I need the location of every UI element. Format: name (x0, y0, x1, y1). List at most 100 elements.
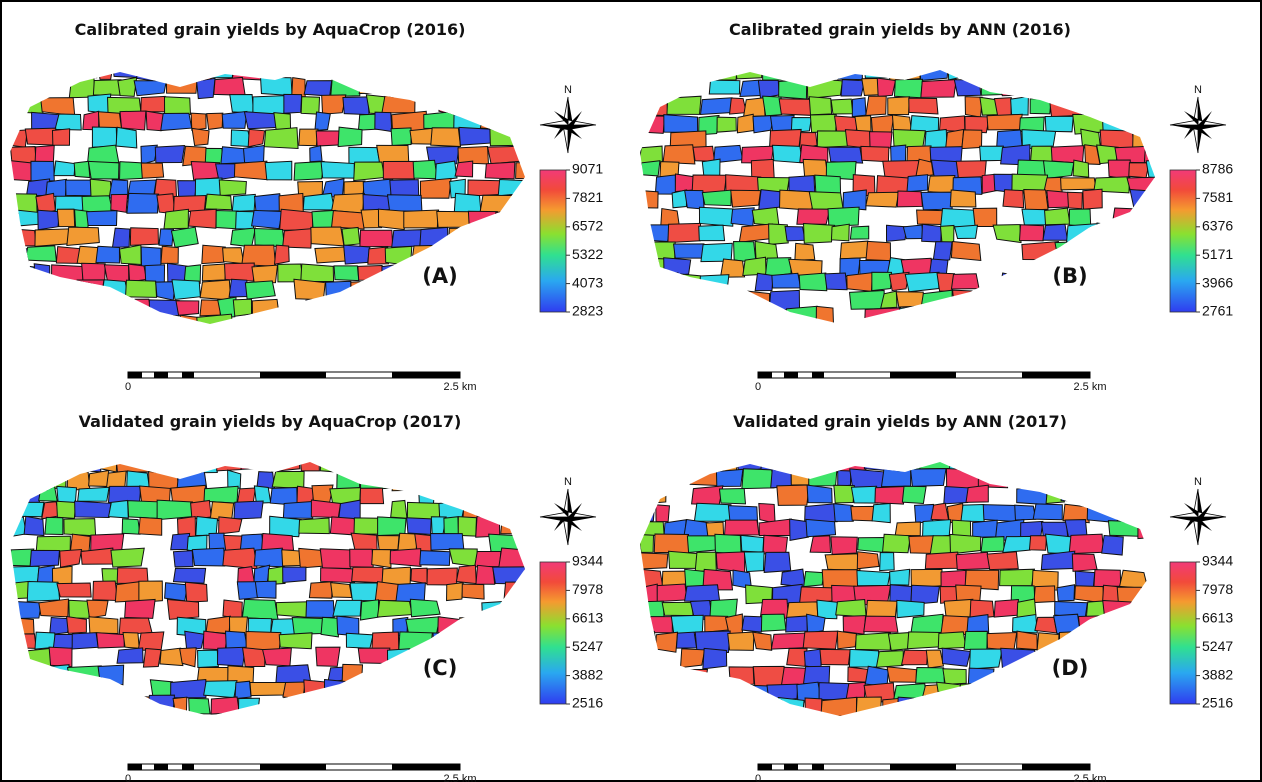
parcel (751, 685, 769, 701)
parcel (1076, 716, 1098, 734)
parcel (939, 116, 964, 131)
parcel (1109, 290, 1142, 311)
parcel (504, 582, 533, 602)
parcel (75, 501, 111, 517)
parcel (1059, 632, 1078, 651)
parcel (57, 583, 91, 597)
north-arrow (540, 489, 596, 545)
parcel (980, 146, 1004, 161)
parcel (638, 325, 656, 344)
parcel (857, 571, 890, 586)
parcel (304, 81, 331, 96)
parcel (87, 696, 115, 716)
parcel (454, 330, 475, 345)
parcel (171, 680, 206, 698)
parcel (36, 536, 70, 551)
parcel (953, 290, 985, 309)
parcel (122, 519, 140, 534)
parcel (1095, 308, 1124, 325)
parcel (231, 228, 256, 247)
parcel (988, 683, 1004, 704)
parcel (152, 61, 181, 79)
parcel (880, 553, 895, 571)
parcel (229, 279, 248, 297)
parcel (89, 470, 109, 486)
parcel (303, 193, 334, 210)
parcel (35, 145, 54, 162)
parcel (752, 207, 779, 225)
parcel (25, 648, 52, 666)
parcel (693, 146, 715, 161)
parcel (87, 211, 117, 226)
parcel (921, 716, 945, 734)
parcel (438, 470, 467, 490)
parcel (300, 453, 320, 471)
parcel (120, 162, 144, 180)
scale-bar-segment (784, 764, 798, 770)
parcel (1085, 485, 1116, 504)
parcel (496, 210, 514, 228)
parcel (52, 265, 83, 282)
parcel (1040, 292, 1068, 308)
parcel (681, 669, 707, 686)
parcel (1125, 469, 1142, 485)
parcel (349, 331, 377, 345)
parcel (404, 210, 439, 228)
parcel (909, 98, 938, 114)
parcel (920, 454, 951, 469)
parcel (743, 257, 766, 275)
parcel (1033, 307, 1063, 325)
parcel (252, 265, 278, 283)
parcel (690, 469, 718, 486)
scale-bar-segment (1022, 764, 1090, 770)
parcel (843, 616, 865, 635)
scale-bar-segment (890, 372, 956, 378)
parcel (849, 649, 879, 667)
parcel (378, 517, 406, 536)
scale-bar-segment (182, 764, 194, 770)
parcel (43, 300, 78, 314)
parcel (11, 471, 35, 491)
scale-end: 2.5 km (443, 381, 476, 393)
parcel (922, 224, 942, 242)
parcel (205, 194, 232, 210)
parcel (761, 614, 786, 631)
parcel (448, 632, 478, 648)
parcel (320, 455, 342, 472)
parcels (8, 60, 557, 350)
parcel (255, 331, 281, 346)
parcel (96, 246, 120, 263)
parcel (755, 273, 773, 290)
parcel (72, 633, 98, 649)
parcel (283, 696, 312, 714)
parcel (1003, 536, 1032, 552)
parcel (1000, 273, 1016, 290)
legend-tick-label: 9071 (572, 161, 603, 177)
figure-canvas: Calibrated grain yields by AquaCrop (201… (0, 0, 1262, 782)
parcel (791, 468, 810, 485)
parcel (639, 273, 662, 290)
parcel (966, 714, 989, 736)
parcel (126, 280, 157, 297)
legend-tick-label: 8786 (1202, 161, 1233, 177)
parcel (1127, 698, 1150, 717)
parcel (115, 582, 140, 602)
parcel (687, 536, 717, 553)
parcel (671, 684, 700, 701)
parcel (639, 717, 667, 736)
parcel (229, 331, 257, 350)
parcel (149, 453, 183, 472)
parcel (968, 668, 994, 686)
parcel (1109, 632, 1132, 651)
parcel (1087, 504, 1120, 523)
parcel (667, 96, 701, 114)
parcel (128, 501, 160, 519)
parcel (321, 617, 338, 637)
legend-tick-label: 7978 (1202, 581, 1233, 597)
parcel (655, 175, 675, 194)
parcel (864, 716, 895, 735)
parcel (365, 63, 394, 79)
scale-bar (128, 764, 460, 770)
parcel (888, 633, 909, 651)
parcel (446, 680, 474, 699)
